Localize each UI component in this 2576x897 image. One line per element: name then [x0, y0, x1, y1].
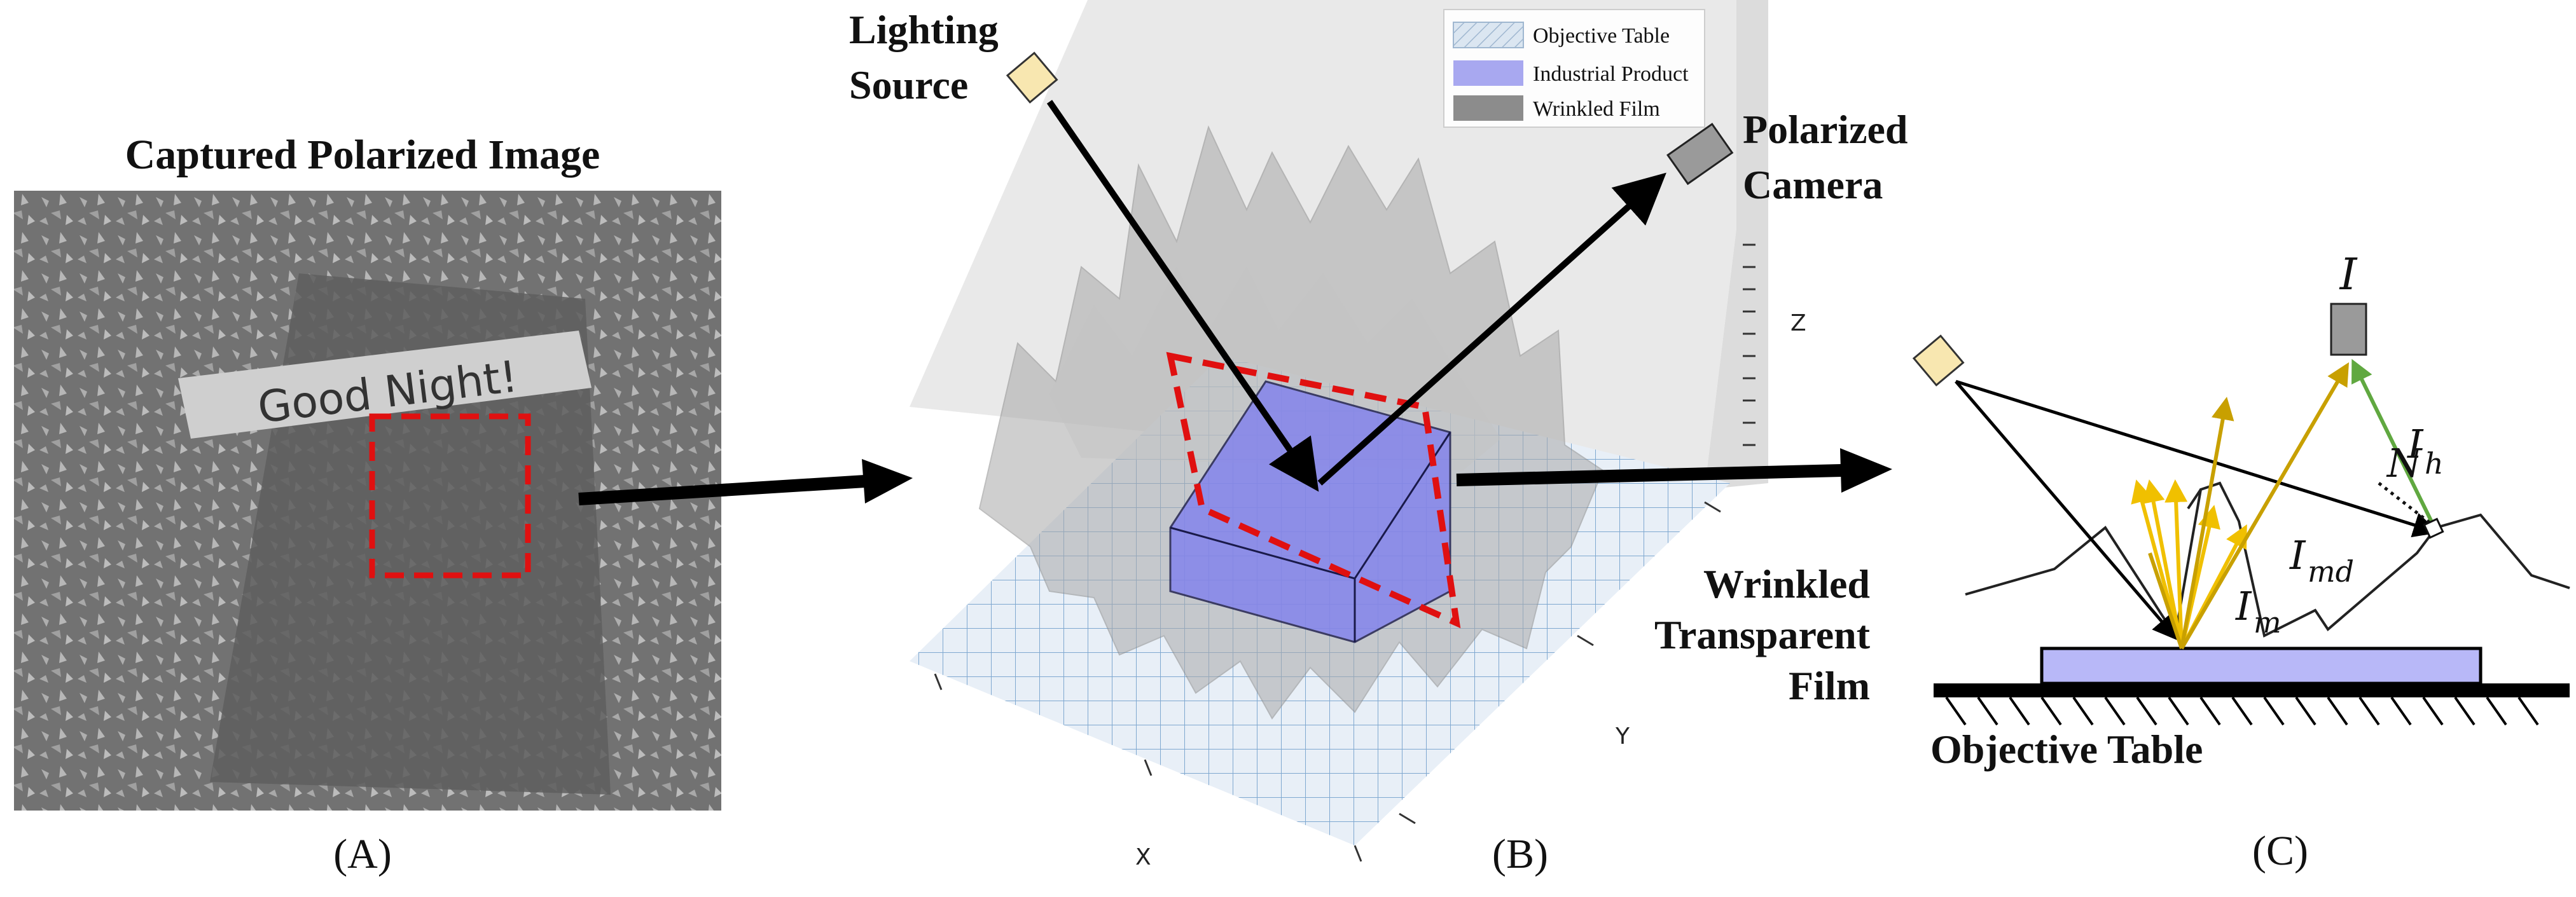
lighting-source-label-1: Lighting — [849, 7, 999, 52]
polarized-camera-icon — [1666, 123, 1734, 186]
panel-b: Lighting Source Polarized Camera Z — [849, 0, 1908, 877]
symbol-Im-sub: m — [2254, 605, 2282, 640]
legend-label-film: Wrinkled Film — [1533, 97, 1660, 121]
symbol-Im: I m — [2235, 583, 2282, 640]
highlight-box — [369, 413, 531, 579]
wrinkled-film-profile — [1965, 481, 2570, 640]
symbol-Imd-base: I — [2289, 532, 2306, 579]
symbol-Imd-sub: md — [2308, 554, 2354, 589]
z-axis-ticks — [1743, 243, 1755, 446]
lighting-source-label-2: Source — [849, 62, 968, 107]
reflected-ray — [1317, 172, 1666, 486]
film-label-3: Film — [1789, 663, 1870, 708]
symbol-Ih-sub: h — [2425, 446, 2444, 481]
normal-line — [2378, 482, 2437, 529]
symbol-Ih-base: I — [2407, 421, 2424, 467]
table-hatching — [1945, 696, 2539, 726]
legend: Objective Table Industrial Product Wrink… — [1443, 9, 1705, 128]
film-label-1: Wrinkled — [1703, 561, 1870, 606]
arrow-a-to-b — [578, 459, 913, 505]
legend-swatch-table-hatch — [1453, 22, 1523, 48]
objective-table-label: Objective Table — [1930, 727, 2203, 772]
lighting-source-icon — [1006, 51, 1058, 104]
gold-rays-imd — [2148, 362, 2350, 650]
legend-swatch-product — [1453, 60, 1523, 86]
legend-swatch-film — [1453, 95, 1523, 121]
light-source-icon — [1912, 334, 1965, 387]
incident-ray-to-film — [1955, 380, 2439, 538]
panel-a: Captured Polarized Image Good Night! (A) — [14, 132, 721, 877]
panel-c: Wrinkled Transparent Film Objectiv — [1654, 250, 2570, 874]
symbol-I: I — [2339, 250, 2358, 300]
panel-b-label: (B) — [1492, 831, 1548, 877]
symbol-Imd: I md — [2289, 532, 2354, 589]
axis-ticks-xy — [934, 501, 1721, 862]
surface-marker — [2423, 517, 2444, 539]
symbol-N: N — [2386, 440, 2423, 486]
film-label-2: Transparent — [1654, 612, 1871, 657]
card-label-strip — [178, 331, 592, 439]
legend-label-product: Industrial Product — [1533, 62, 1689, 86]
arrow-b-to-c — [1456, 448, 1892, 493]
symbol-Im-base: I — [2235, 583, 2252, 629]
camera-label-1: Polarized — [1743, 107, 1908, 152]
panel-a-title: Captured Polarized Image — [125, 132, 600, 178]
panel-a-label: (A) — [333, 831, 392, 877]
axis-z-label: Z — [1790, 310, 1806, 336]
objective-table-surface — [1934, 683, 2570, 697]
back-wall-right — [1705, 0, 1768, 490]
green-ray-ih — [2351, 359, 2438, 532]
incident-ray — [1046, 100, 1319, 492]
symbol-Ih: I h — [2407, 421, 2444, 481]
highlight-region — [1166, 352, 1461, 629]
legend-label-table: Objective Table — [1533, 24, 1670, 48]
axis-y-label: Y — [1615, 723, 1630, 750]
panel-c-label: (C) — [2252, 828, 2308, 874]
camera-label-2: Camera — [1743, 162, 1883, 207]
industrial-product-block — [2040, 647, 2483, 685]
axis-x-label: X — [1135, 844, 1151, 870]
incident-ray-c — [1955, 380, 2178, 641]
camera-icon-c — [2330, 303, 2367, 356]
